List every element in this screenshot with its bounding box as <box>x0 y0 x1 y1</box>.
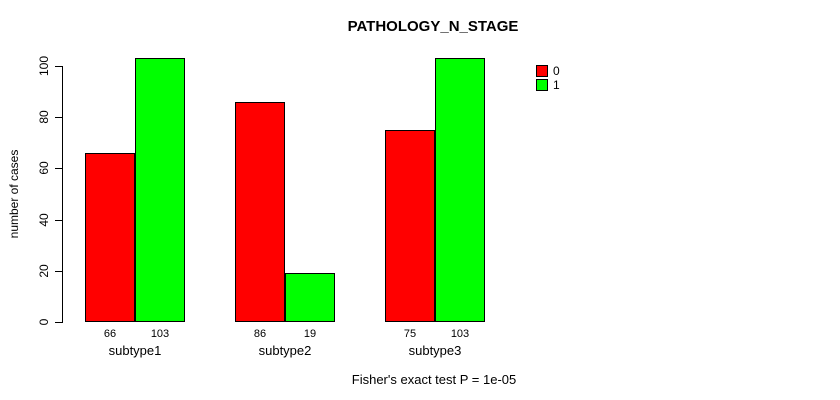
y-tick-mark <box>55 168 62 170</box>
legend-label: 0 <box>553 64 560 78</box>
bar-subtype1-1 <box>135 58 185 322</box>
y-tick-label: 20 <box>37 264 51 278</box>
y-tick-label: 60 <box>37 161 51 176</box>
chart-title: PATHOLOGY_N_STAGE <box>347 18 519 35</box>
y-tick-label: 40 <box>37 212 51 227</box>
bar-value-label: 103 <box>150 328 170 340</box>
bar-value-label: 103 <box>450 328 470 340</box>
legend-swatch-icon <box>536 65 548 77</box>
bar-subtype1-0 <box>85 153 135 322</box>
y-tick-mark <box>55 270 62 272</box>
legend-label: 1 <box>553 78 560 92</box>
y-tick-mark <box>55 66 62 67</box>
bar-subtype3-1 <box>435 58 485 322</box>
bar-value-label: 86 <box>253 328 267 340</box>
legend-swatch-icon <box>536 79 548 91</box>
category-label-subtype2: subtype2 <box>258 343 312 358</box>
y-tick-label: 0 <box>37 318 51 326</box>
y-tick-label: 80 <box>37 110 51 124</box>
bar-value-label: 19 <box>303 328 317 340</box>
y-tick-mark <box>55 219 62 221</box>
legend-item-0: 0 <box>536 65 560 77</box>
y-tick-mark <box>55 322 62 323</box>
bar-subtype2-1 <box>285 273 335 322</box>
y-axis-line <box>62 66 63 323</box>
bar-value-label: 75 <box>403 328 417 340</box>
y-tick-mark <box>55 117 62 119</box>
legend-item-1: 1 <box>536 79 560 91</box>
bar-subtype2-0 <box>235 102 285 322</box>
category-label-subtype1: subtype1 <box>108 343 162 358</box>
y-axis-label: number of cases <box>7 149 21 239</box>
annotation-text: Fisher's exact test P = 1e-05 <box>351 372 517 387</box>
category-label-subtype3: subtype3 <box>408 343 462 358</box>
y-tick-label: 100 <box>37 55 51 77</box>
bar-value-label: 66 <box>103 328 117 340</box>
bar-subtype3-0 <box>385 130 435 322</box>
